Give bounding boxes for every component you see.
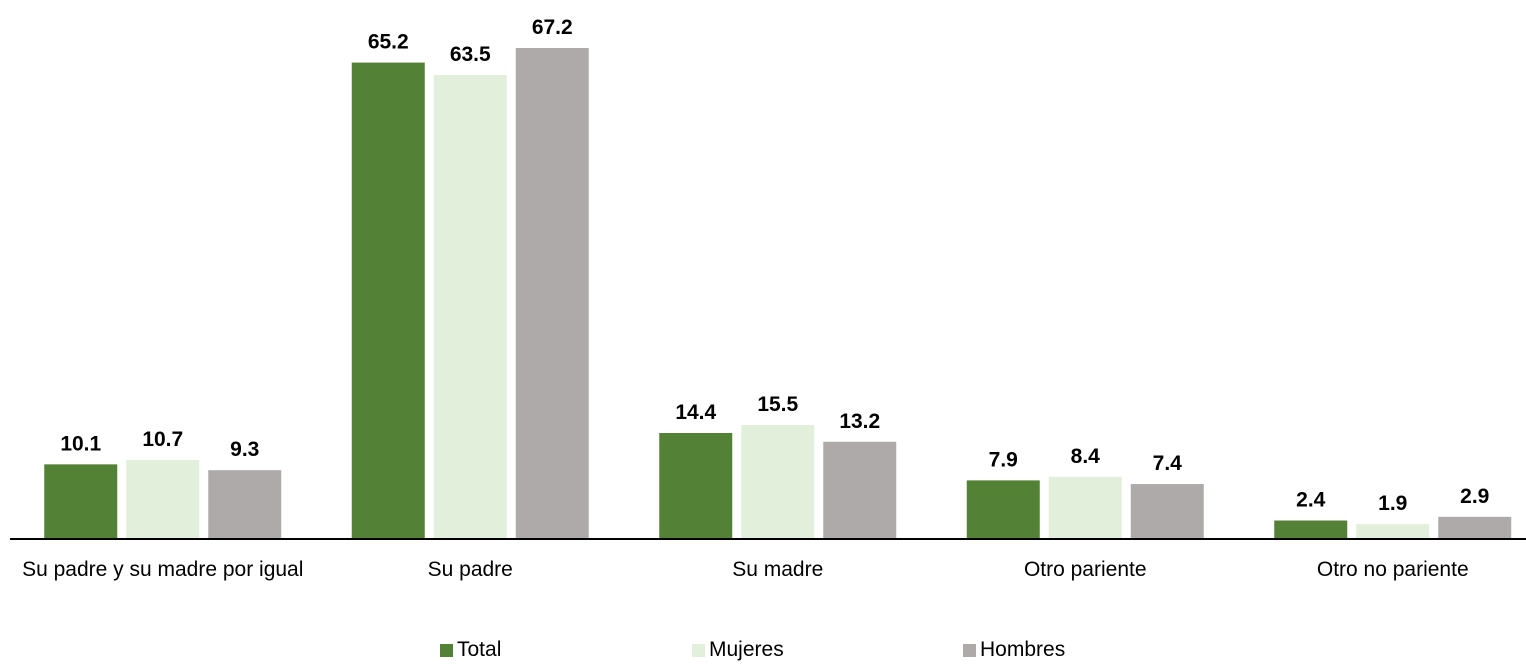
legend-label: Total: [457, 638, 502, 661]
bar: [659, 433, 733, 538]
value-label: 67.2: [532, 16, 573, 39]
bar: [351, 62, 425, 538]
value-label: 9.3: [230, 438, 259, 461]
value-label: 65.2: [368, 31, 409, 54]
bar: [1130, 484, 1204, 538]
bar: [208, 470, 282, 538]
value-label: 2.9: [1460, 485, 1489, 508]
value-label: 14.4: [675, 401, 716, 424]
value-label: 63.5: [450, 43, 491, 66]
value-label: 10.7: [142, 428, 183, 451]
value-label: 8.4: [1071, 445, 1101, 468]
x-tick-label: Su madre: [732, 558, 824, 581]
bar: [1048, 476, 1122, 538]
value-label: 15.5: [757, 393, 798, 416]
value-label: 2.4: [1296, 489, 1326, 512]
value-label: 1.9: [1378, 492, 1407, 515]
x-tick-label: Su padre y su madre por igual: [22, 558, 304, 581]
legend-label: Hombres: [980, 638, 1066, 661]
legend-item: Total: [440, 638, 501, 662]
bar: [126, 459, 200, 538]
legend-swatch: [440, 643, 453, 657]
bar: [741, 424, 815, 538]
value-label: 13.2: [839, 410, 880, 433]
x-tick-label: Otro no pariente: [1316, 558, 1469, 581]
legend-swatch: [692, 643, 705, 657]
bar: [1274, 520, 1348, 538]
value-label: 10.1: [60, 432, 101, 455]
bar: [823, 441, 897, 538]
legend-swatch: [963, 643, 976, 657]
bar: [44, 464, 118, 538]
legend-item: Mujeres: [692, 638, 784, 662]
x-tick-label: Su padre: [427, 558, 513, 581]
bar: [1438, 516, 1512, 538]
value-label: 7.4: [1153, 452, 1183, 475]
bar: [966, 480, 1040, 538]
bar: [433, 74, 507, 539]
value-label: 7.9: [989, 448, 1018, 471]
legend-label: Mujeres: [709, 638, 784, 661]
legend-item: Hombres: [963, 638, 1065, 662]
bar: [1356, 524, 1430, 538]
x-tick-label: Otro pariente: [1023, 558, 1147, 581]
bar: [515, 48, 589, 538]
